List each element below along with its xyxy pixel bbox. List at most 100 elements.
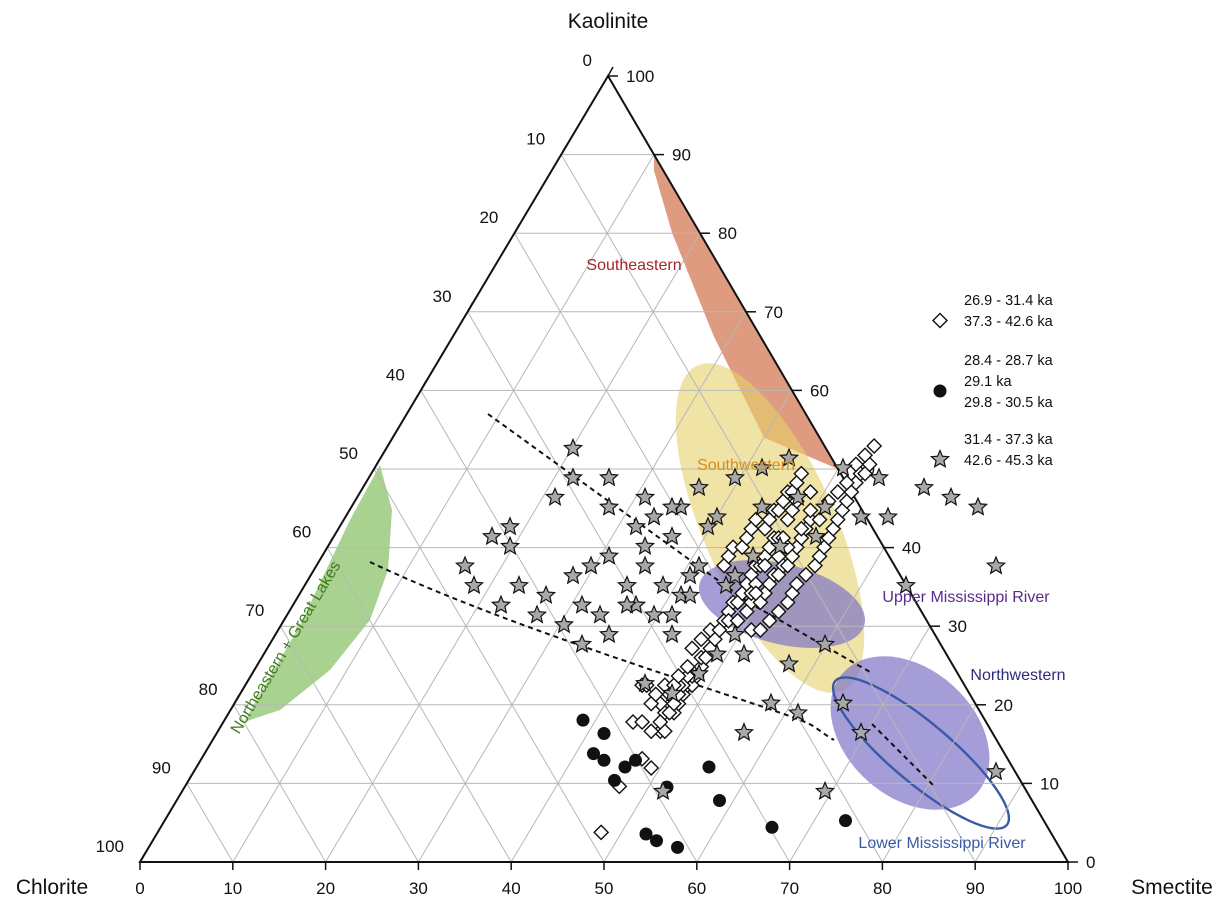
tick-label-bottom: 50 — [595, 879, 614, 898]
point-star — [634, 535, 656, 555]
point-circle — [597, 727, 611, 740]
region-northwestern — [830, 656, 990, 810]
point-star — [679, 584, 701, 604]
point-star — [913, 477, 935, 497]
tick-label-right: 80 — [718, 224, 737, 243]
point-star — [661, 624, 683, 644]
point-star — [706, 506, 728, 526]
point-star — [571, 594, 593, 614]
point-circle — [618, 760, 632, 774]
point-star — [733, 722, 755, 742]
point-circle — [608, 773, 621, 787]
point-diamond — [711, 622, 728, 638]
tick-label-right: 40 — [902, 539, 921, 558]
tick-label-left: 40 — [386, 365, 405, 384]
point-circle — [671, 840, 684, 854]
legend-label: 29.8 - 30.5 ka — [964, 395, 1054, 411]
series-star — [454, 437, 1007, 800]
tick-label-bottom: 0 — [135, 879, 144, 898]
tick-label-bottom: 70 — [780, 879, 799, 898]
tick-label-bottom: 30 — [409, 879, 428, 898]
tick-mark-left — [607, 66, 614, 77]
tick-mark-left — [420, 381, 427, 391]
tick-mark-left — [139, 852, 146, 863]
point-star — [697, 516, 719, 536]
point-star — [787, 702, 809, 722]
tick-label-bottom: 20 — [316, 879, 335, 898]
point-star — [616, 575, 638, 595]
point-diamond — [684, 640, 701, 657]
legend-marker-star — [929, 448, 951, 469]
grid-line-smectite — [789, 625, 931, 863]
tick-label-left: 50 — [339, 444, 358, 463]
point-star — [688, 663, 710, 683]
point-star — [850, 722, 872, 742]
tick-mark-left — [513, 223, 521, 234]
point-star — [661, 496, 683, 516]
point-star — [805, 526, 827, 546]
point-diamond — [838, 474, 855, 491]
point-star — [967, 496, 989, 516]
point-star — [733, 643, 755, 663]
point-star — [616, 594, 638, 614]
point-star — [598, 624, 620, 644]
tick-label-bottom: 100 — [1054, 879, 1082, 898]
point-star — [535, 584, 557, 604]
point-star — [688, 555, 710, 575]
grid-line-smectite — [696, 547, 885, 863]
grid-line-smectite — [974, 783, 1023, 863]
point-circle — [597, 753, 611, 767]
point-star — [598, 496, 620, 516]
grid-line-smectite — [881, 704, 977, 863]
tick-label-bottom: 60 — [687, 879, 706, 898]
region-label-southeastern: Southeastern — [586, 257, 681, 274]
tick-mark-left — [466, 302, 474, 313]
point-star — [544, 486, 566, 506]
point-diamond — [788, 576, 805, 592]
point-diamond — [747, 585, 764, 602]
point-circle — [713, 794, 726, 807]
point-diamond — [670, 668, 687, 684]
region-northeastern — [244, 465, 392, 722]
point-diamond — [761, 612, 778, 629]
point-diamond — [756, 557, 773, 574]
apex-label-smectite: Smectite — [1131, 876, 1213, 899]
point-star — [940, 486, 962, 506]
point-star — [868, 467, 890, 487]
point-star — [553, 614, 575, 634]
point-star — [598, 467, 620, 487]
tick-mark-left — [279, 616, 287, 627]
tick-label-right: 70 — [764, 303, 783, 322]
point-star — [643, 604, 665, 624]
point-star — [679, 565, 701, 585]
trend-lines — [369, 413, 935, 787]
point-star — [742, 545, 764, 565]
point-star — [724, 565, 746, 585]
legend-entry-circle: 28.4 - 28.7 ka 29.1 ka 29.8 - 30.5 ka — [933, 353, 1054, 411]
region-label-southwestern: Southwestern — [697, 457, 795, 474]
grid-line-chlorite — [233, 704, 327, 863]
point-star — [661, 526, 683, 546]
grid-line-chlorite — [279, 625, 419, 863]
point-star — [463, 575, 485, 595]
grid-layer — [186, 154, 1023, 863]
point-diamond — [652, 714, 669, 730]
tick-mark-left — [186, 774, 193, 784]
legend-label: 37.3 - 42.6 ka — [964, 314, 1054, 330]
legend-label: 28.4 - 28.7 ka — [964, 353, 1054, 369]
tick-label-left: 10 — [526, 130, 545, 149]
point-star — [652, 575, 674, 595]
point-diamond — [793, 520, 810, 537]
point-star — [850, 506, 872, 526]
point-star — [634, 673, 656, 693]
legend-entry-star: 31.4 - 37.3 ka 42.6 - 45.3 ka — [929, 432, 1054, 469]
tick-label-right: 10 — [1040, 774, 1059, 793]
tick-mark-left — [373, 459, 380, 470]
point-star — [769, 535, 791, 555]
point-star — [499, 535, 521, 555]
region-lower-mississippi-ring — [831, 676, 1011, 830]
legend-label: 29.1 ka — [964, 374, 1012, 390]
tick-label-right: 0 — [1086, 853, 1095, 872]
point-diamond — [643, 723, 660, 740]
